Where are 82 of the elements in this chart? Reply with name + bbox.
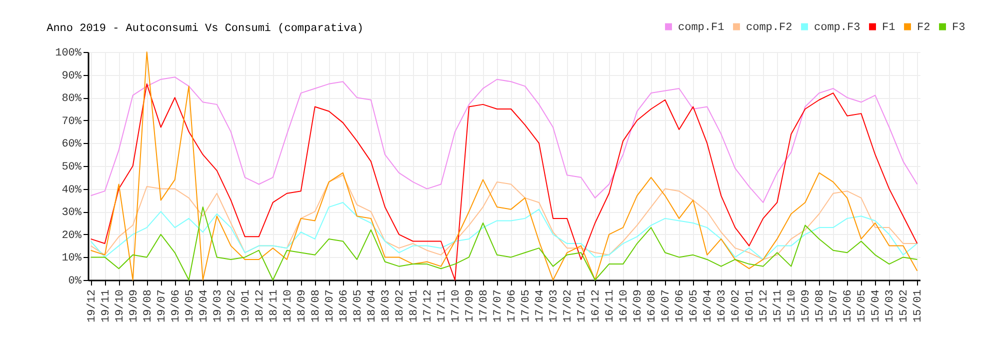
x-tick-label: 15/04 bbox=[870, 289, 883, 323]
x-tick-label: 15/02 bbox=[898, 290, 911, 323]
x-tick-label: 18/12 bbox=[254, 290, 266, 323]
x-tick-label: 19/11 bbox=[100, 289, 112, 323]
y-tick-label: 50% bbox=[62, 162, 82, 174]
x-tick-label: 17/04 bbox=[534, 289, 547, 323]
x-tick-label: 15/11 bbox=[772, 289, 785, 323]
x-tick-label: 19/04 bbox=[198, 289, 210, 323]
y-tick-label: 40% bbox=[62, 184, 82, 196]
x-tick-label: 19/01 bbox=[240, 289, 252, 323]
y-tick-label: 80% bbox=[62, 93, 82, 106]
legend-label: comp.F1 bbox=[678, 22, 725, 34]
y-tick-label: 20% bbox=[62, 230, 82, 242]
x-tick-label: 18/03 bbox=[380, 290, 392, 323]
x-tick-label: 17/02 bbox=[562, 290, 575, 323]
x-tick-label: 19/10 bbox=[114, 290, 126, 323]
x-tick-label: 17/12 bbox=[422, 290, 434, 323]
x-tick-label: 18/05 bbox=[352, 290, 364, 323]
x-tick-label: 16/08 bbox=[646, 290, 659, 323]
line-series bbox=[90, 174, 918, 260]
x-tick-label: 15/05 bbox=[856, 290, 869, 323]
x-tick-label: 17/10 bbox=[450, 290, 462, 323]
x-tick-label: 16/01 bbox=[744, 289, 757, 323]
x-tick-label: 19/09 bbox=[128, 290, 140, 323]
x-tick-label: 16/05 bbox=[688, 290, 701, 323]
x-tick-label: 19/06 bbox=[170, 290, 182, 323]
x-tick-label: 18/10 bbox=[282, 290, 294, 323]
chart-title: Anno 2019 - Autoconsumi Vs Consumi (comparativa) bbox=[46, 23, 364, 35]
legend-label: F1 bbox=[882, 22, 896, 34]
x-tick-label: 16/02 bbox=[730, 290, 743, 323]
x-tick-label: 19/03 bbox=[212, 290, 224, 323]
x-tick-label: 16/03 bbox=[716, 290, 729, 323]
x-tick-label: 15/12 bbox=[758, 290, 771, 323]
x-tick-label: 17/11 bbox=[436, 289, 448, 323]
x-tick-label: 18/11 bbox=[268, 289, 280, 323]
x-tick-label: 16/09 bbox=[632, 290, 645, 323]
x-tick-label: 19/02 bbox=[226, 290, 238, 323]
x-tick-label: 17/05 bbox=[520, 290, 533, 323]
x-tick-label: 17/06 bbox=[506, 290, 519, 323]
x-tick-label: 16/10 bbox=[618, 290, 631, 323]
x-tick-label: 19/12 bbox=[86, 290, 98, 323]
line-series bbox=[90, 202, 918, 260]
x-tick-label: 16/11 bbox=[604, 289, 617, 323]
legend-label: comp.F2 bbox=[746, 22, 792, 34]
x-tick-label: 15/08 bbox=[814, 290, 827, 323]
x-tick-label: 16/07 bbox=[660, 290, 673, 323]
x-tick-label: 16/12 bbox=[590, 290, 603, 323]
y-tick-label: 30% bbox=[62, 207, 82, 220]
x-tick-label: 17/07 bbox=[492, 290, 504, 323]
line-series bbox=[90, 206, 918, 280]
x-tick-label: 16/04 bbox=[702, 289, 715, 323]
legend-label: comp.F3 bbox=[814, 22, 860, 34]
x-tick-label: 15/10 bbox=[786, 290, 799, 323]
x-tick-label: 18/07 bbox=[324, 290, 336, 323]
x-tick-label: 19/05 bbox=[184, 290, 196, 323]
x-tick-label: 17/01 bbox=[576, 289, 589, 323]
x-tick-label: 18/04 bbox=[366, 289, 378, 323]
x-tick-label: 15/01 bbox=[912, 289, 925, 323]
x-tick-label: 19/08 bbox=[142, 290, 154, 323]
x-tick-label: 17/09 bbox=[464, 290, 476, 323]
x-tick-label: 19/07 bbox=[156, 290, 168, 323]
x-tick-label: 18/06 bbox=[338, 290, 350, 323]
x-tick-label: 17/03 bbox=[548, 290, 561, 323]
y-tick-label: 70% bbox=[62, 116, 82, 128]
y-tick-label: 90% bbox=[62, 70, 82, 82]
x-tick-label: 15/09 bbox=[800, 290, 813, 323]
legend-label: F3 bbox=[952, 22, 966, 34]
y-tick-label: 0% bbox=[68, 276, 82, 288]
line-series bbox=[90, 76, 918, 203]
legend-label: F2 bbox=[917, 22, 930, 34]
x-tick-label: 18/08 bbox=[310, 290, 322, 323]
x-tick-label: 15/03 bbox=[884, 290, 897, 323]
x-tick-label: 18/09 bbox=[296, 290, 308, 323]
x-tick-label: 18/02 bbox=[394, 290, 406, 323]
y-tick-label: 60% bbox=[62, 138, 82, 151]
x-tick-label: 16/06 bbox=[674, 290, 687, 323]
x-tick-label: 15/07 bbox=[828, 290, 841, 323]
y-tick-label: 10% bbox=[62, 252, 82, 265]
x-tick-label: 17/08 bbox=[478, 290, 490, 323]
y-tick-label: 100% bbox=[55, 48, 82, 60]
x-tick-label: 18/01 bbox=[408, 289, 420, 323]
x-tick-label: 15/06 bbox=[842, 290, 855, 323]
